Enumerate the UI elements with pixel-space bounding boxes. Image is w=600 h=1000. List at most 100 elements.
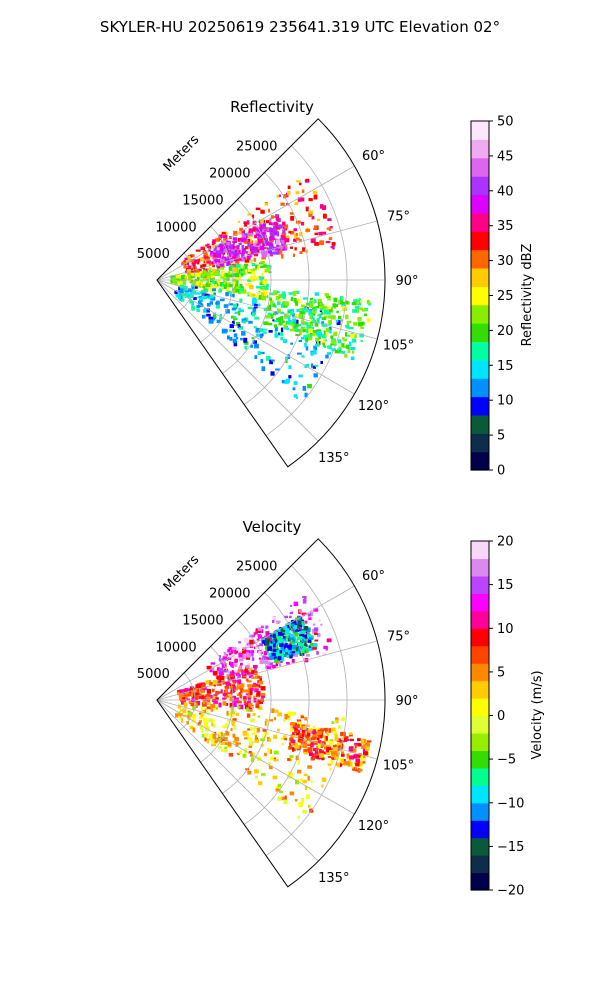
velocity-echo-gate [276, 642, 280, 646]
velocity-echo-gate [220, 689, 223, 694]
reflectivity-echo-gate [239, 309, 244, 313]
reflectivity-range-ring [178, 252, 196, 312]
reflectivity-echo-gate [294, 314, 298, 319]
reflectivity-azimuth-spoke [156, 279, 355, 395]
velocity-echo-gate [266, 721, 269, 727]
reflectivity-echo-gate [264, 253, 268, 257]
velocity-echo-gate [343, 760, 347, 766]
velocity-echo-gate [246, 653, 251, 658]
velocity-echo-gate [182, 696, 186, 700]
velocity-echo-gate [277, 631, 283, 636]
velocity-echo-gate [292, 742, 296, 746]
reflectivity-echo-gate [307, 383, 312, 389]
velocity-echo-gate [299, 626, 303, 632]
velocity-echo-gate [201, 695, 205, 700]
velocity-echo-gate [267, 747, 271, 753]
reflectivity-echo-gate [280, 327, 284, 333]
reflectivity-echo-gate [235, 252, 240, 256]
reflectivity-echo-gate [285, 235, 290, 241]
reflectivity-echo-gate [186, 262, 190, 266]
velocity-echo-gate [255, 646, 261, 650]
reflectivity-echo-gate [254, 243, 260, 246]
reflectivity-echo-gate [355, 308, 360, 313]
reflectivity-echo-gate [290, 246, 293, 249]
reflectivity-echo-gate [276, 232, 279, 236]
reflectivity-azimuth-spoke [156, 279, 319, 442]
reflectivity-echo-gate [320, 312, 324, 315]
velocity-echo-gate [323, 727, 328, 732]
velocity-echo-gate [293, 628, 296, 632]
velocity-echo-gate [340, 753, 345, 757]
reflectivity-echo-gate [256, 294, 259, 298]
reflectivity-echo-gate [281, 240, 285, 245]
reflectivity-echo-gate [200, 246, 204, 250]
velocity-echo-gate [315, 756, 319, 759]
reflectivity-echo-gate [278, 299, 282, 302]
velocity-echo-gate [334, 737, 339, 741]
velocity-echo-gate [236, 752, 241, 756]
reflectivity-echo-gate [178, 294, 181, 300]
velocity-colorbar-swatch [471, 610, 489, 629]
velocity-echo-gate [345, 739, 350, 741]
reflectivity-echo-gate [228, 329, 232, 332]
velocity-echo-gate [273, 734, 278, 740]
reflectivity-echo-gate [191, 305, 195, 311]
reflectivity-echo-gate [281, 253, 284, 259]
velocity-echo-gate [306, 653, 311, 657]
reflectivity-echo-gate [270, 371, 275, 376]
reflectivity-echo-gate [306, 363, 310, 367]
reflectivity-echo-gate [268, 271, 272, 274]
velocity-echo-gate [233, 725, 237, 730]
reflectivity-echo-gate [241, 229, 245, 235]
velocity-echo-gate [254, 775, 258, 779]
reflectivity-echo-gate [348, 326, 354, 330]
velocity-echo-gate [289, 615, 292, 619]
velocity-echo-gate [274, 650, 280, 653]
reflectivity-echo-gate [215, 304, 220, 309]
reflectivity-echo-gate [241, 257, 244, 262]
velocity-echo-gate [279, 653, 285, 657]
velocity-echo-gate [238, 704, 244, 710]
velocity-echo-gate [330, 760, 334, 764]
velocity-echo-gate [210, 708, 214, 712]
velocity-echo-gate [243, 698, 247, 701]
velocity-echo-gate [242, 648, 246, 654]
velocity-echo-gate [289, 737, 294, 742]
reflectivity-echo-gate [202, 285, 206, 289]
velocity-echo-gate [317, 740, 322, 744]
reflectivity-echo-gate [236, 254, 241, 260]
reflectivity-echo-gate [339, 295, 343, 301]
reflectivity-echo-gate [236, 337, 239, 340]
reflectivity-echo-gate [243, 263, 249, 267]
reflectivity-echo-gate [338, 315, 342, 320]
velocity-echo-gate [228, 647, 232, 651]
velocity-echo-gate [224, 703, 229, 706]
velocity-echo-gate [248, 667, 253, 673]
velocity-echo-gate [265, 631, 270, 636]
reflectivity-echo-gate [292, 321, 295, 324]
reflectivity-echo-gate [238, 249, 241, 253]
reflectivity-echo-gate [262, 331, 267, 334]
reflectivity-echo-gate [295, 220, 301, 224]
velocity-echo-gate [331, 750, 336, 756]
reflectivity-labels: 50001000015000200002500060°75°90°105°120… [137, 140, 419, 466]
velocity-azimuth-tick-label: 90° [395, 694, 418, 709]
velocity-echo-gate [269, 655, 274, 660]
reflectivity-echo-gate [177, 279, 182, 283]
velocity-echo-gate [246, 678, 249, 682]
velocity-echo-gate [319, 728, 324, 732]
velocity-echo-gate [280, 645, 285, 650]
reflectivity-echo-gate [320, 204, 324, 209]
reflectivity-echo-gate [320, 340, 326, 345]
velocity-echo-gate [278, 638, 282, 644]
velocity-echo-gate [264, 752, 267, 757]
reflectivity-echo-gate [257, 292, 260, 295]
velocity-echo-gate [285, 625, 290, 629]
velocity-echo-gate [298, 802, 303, 808]
reflectivity-echo-gate [284, 313, 288, 319]
velocity-echo-gate [288, 654, 293, 659]
reflectivity-colorbar-swatch [471, 176, 489, 196]
reflectivity-echo-gate [257, 237, 260, 241]
velocity-echo-gate [253, 695, 256, 699]
reflectivity-echo-gate [255, 330, 261, 333]
